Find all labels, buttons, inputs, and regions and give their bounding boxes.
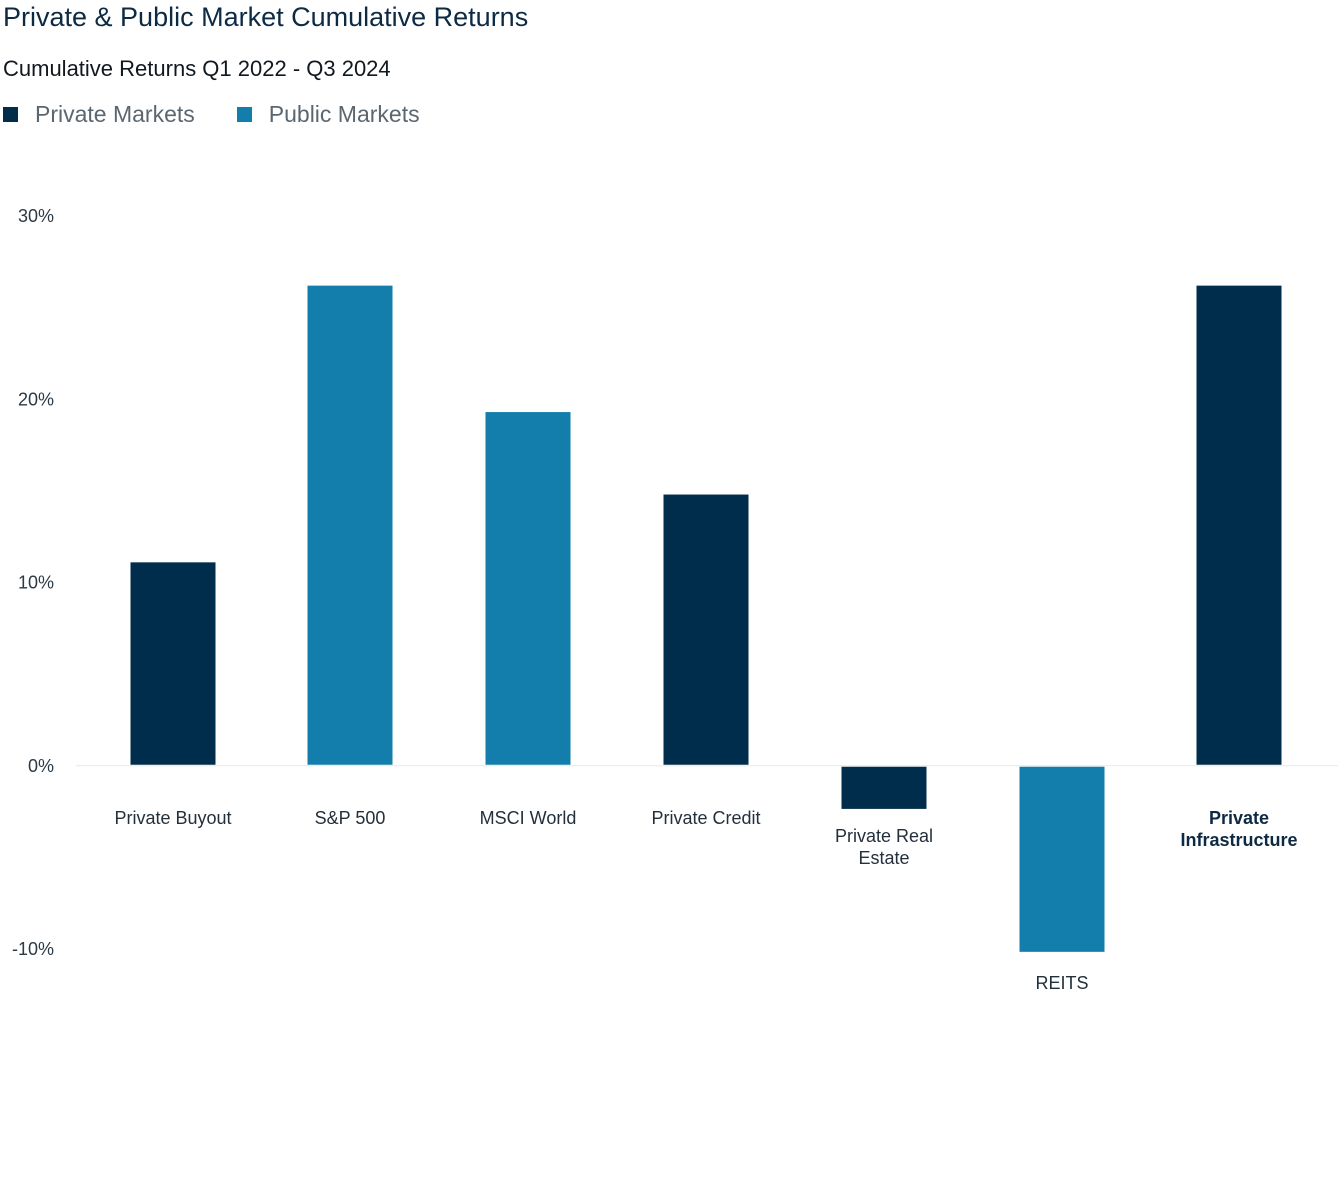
bar-msci-world — [485, 412, 571, 765]
y-tick-label: -10% — [12, 939, 54, 959]
category-label: Infrastructure — [1180, 830, 1297, 850]
category-label: Private Buyout — [114, 808, 231, 828]
y-tick-label: 0% — [28, 756, 54, 776]
legend-item-private-markets: Private Markets — [3, 101, 195, 128]
legend-item-public-markets: Public Markets — [236, 101, 420, 128]
category-label: Private Real — [835, 826, 933, 846]
category-label: MSCI World — [480, 808, 577, 828]
category-label: REITS — [1035, 973, 1088, 993]
legend-label-private-markets: Private Markets — [35, 101, 195, 127]
category-label: Private — [1209, 808, 1269, 828]
category-label: Private Credit — [651, 808, 760, 828]
category-label: S&P 500 — [315, 808, 386, 828]
y-tick-label: 30% — [18, 206, 54, 226]
bar-reits — [1019, 766, 1105, 952]
legend: Private Markets Public Markets — [3, 101, 462, 128]
y-tick-label: 20% — [18, 389, 54, 409]
bar-private-real-estate — [841, 766, 927, 809]
bar-private-buyout — [130, 562, 216, 765]
legend-label-public-markets: Public Markets — [268, 101, 420, 127]
bar-s-p-500 — [307, 285, 393, 765]
bar-private-infrastructure — [1196, 285, 1282, 765]
chart-title: Private & Public Market Cumulative Retur… — [3, 2, 529, 32]
chart-subtitle: Cumulative Returns Q1 2022 - Q3 2024 — [3, 56, 391, 81]
category-label: Estate — [858, 848, 909, 868]
legend-swatch-private-markets — [3, 107, 18, 122]
bar-private-credit — [663, 494, 749, 765]
y-tick-label: 10% — [18, 573, 54, 593]
legend-swatch-public-markets — [236, 107, 252, 122]
